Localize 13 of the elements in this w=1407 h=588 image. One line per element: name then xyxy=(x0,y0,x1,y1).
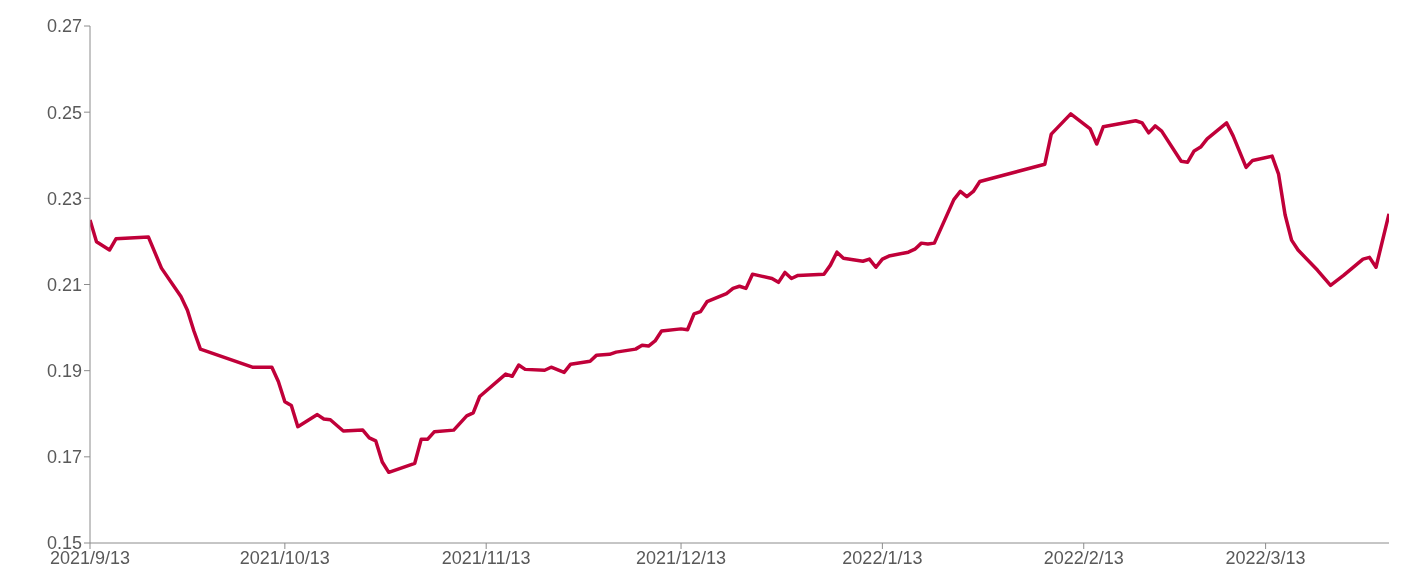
x-tick-label: 2022/1/13 xyxy=(842,547,923,568)
x-tick-label: 2022/3/13 xyxy=(1225,547,1306,568)
y-tick-label: 0.17 xyxy=(46,447,82,468)
y-tick-label: 0.19 xyxy=(46,361,82,382)
x-tick-label: 2021/12/13 xyxy=(636,547,727,568)
x-tick-label: 2021/11/13 xyxy=(441,547,531,568)
line-series xyxy=(90,112,1389,475)
y-tick-label: 0.23 xyxy=(46,188,82,209)
y-tick-label: 0.25 xyxy=(46,102,82,123)
y-tick-label: 0.21 xyxy=(46,274,82,295)
x-tick-label: 2022/2/13 xyxy=(1043,547,1124,568)
x-tick-label: 2021/10/13 xyxy=(239,547,330,568)
y-tick-label: 0.27 xyxy=(46,16,82,37)
